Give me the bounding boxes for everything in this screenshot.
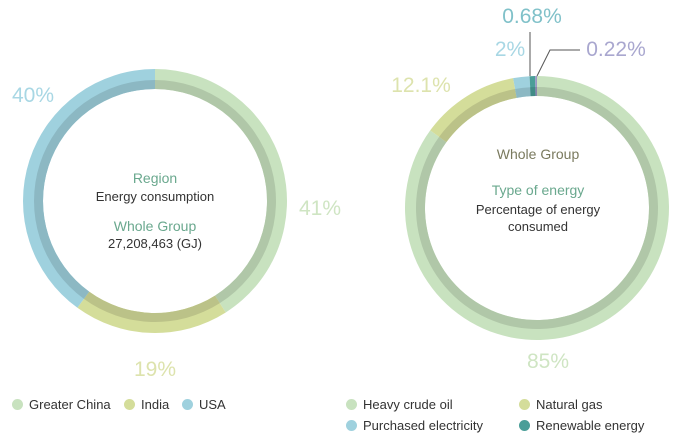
slice-inner-band-natural-gas bbox=[439, 89, 517, 143]
legend-dot-icon bbox=[12, 399, 23, 410]
legend-label: Purchased electricity bbox=[363, 418, 483, 433]
slice-inner-band-india bbox=[83, 291, 220, 322]
center-title-whole-group: Whole Group bbox=[114, 218, 197, 234]
slice-india bbox=[77, 291, 226, 334]
slice-label-other: 0.22% bbox=[586, 38, 646, 61]
legend-label: India bbox=[141, 397, 170, 412]
legend-dot-icon bbox=[519, 399, 530, 410]
slice-label-purchased-electricity: 2% bbox=[495, 38, 525, 61]
slice-inner-band-purchased-electricity bbox=[515, 87, 531, 98]
slice-label-renewable-energy: 0.68% bbox=[502, 5, 562, 28]
slice-label-natural-gas: 12.1% bbox=[391, 74, 451, 97]
legend-item-natural-gas: Natural gas bbox=[519, 397, 602, 412]
center-sub-consumed: consumed bbox=[508, 219, 568, 234]
legend-dot-icon bbox=[346, 399, 357, 410]
legend-dot-icon bbox=[182, 399, 193, 410]
slice-label-india: 19% bbox=[134, 358, 176, 381]
legend-label: Renewable energy bbox=[536, 418, 645, 433]
legend-item-greater-china: Greater China bbox=[12, 397, 111, 412]
legend-item-renewable-energy: Renewable energy bbox=[519, 418, 644, 433]
center-title-type-of-energy: Type of energy bbox=[492, 182, 585, 198]
legend-dot-icon bbox=[346, 420, 357, 431]
donut-chart-energy-type bbox=[405, 76, 669, 340]
legend-dot-icon bbox=[124, 399, 135, 410]
donut-chart-region bbox=[22, 69, 288, 334]
center-sub-energy-consumption: Energy consumption bbox=[96, 189, 215, 204]
legend-label: Greater China bbox=[29, 397, 111, 412]
slice-inner-band-usa bbox=[34, 80, 155, 299]
legend-item-heavy-crude-oil: Heavy crude oil bbox=[346, 397, 453, 412]
slice-label-greater-china: 41% bbox=[299, 197, 341, 220]
slice-usa bbox=[22, 69, 155, 308]
legend-item-purchased-electricity: Purchased electricity bbox=[346, 418, 483, 433]
legend-dot-icon bbox=[519, 420, 530, 431]
center-whole-group: Whole Group bbox=[497, 146, 580, 162]
slice-greater-china bbox=[155, 69, 288, 313]
legend-label: Heavy crude oil bbox=[363, 397, 453, 412]
legend-label: USA bbox=[199, 397, 226, 412]
slice-inner-band-other bbox=[535, 87, 537, 97]
legend-item-usa: USA bbox=[182, 397, 226, 412]
slice-inner-band-renewable-energy bbox=[530, 87, 536, 97]
center-title-region: Region bbox=[133, 170, 177, 186]
center-sub-total: 27,208,463 (GJ) bbox=[108, 236, 202, 251]
slice-label-heavy-crude-oil: 85% bbox=[527, 350, 569, 373]
leader-line-other bbox=[536, 49, 580, 77]
legend-label: Natural gas bbox=[536, 397, 603, 412]
legend-item-india: India bbox=[124, 397, 169, 412]
slice-label-usa: 40% bbox=[12, 84, 54, 107]
center-sub-percentage: Percentage of energy bbox=[476, 202, 601, 217]
